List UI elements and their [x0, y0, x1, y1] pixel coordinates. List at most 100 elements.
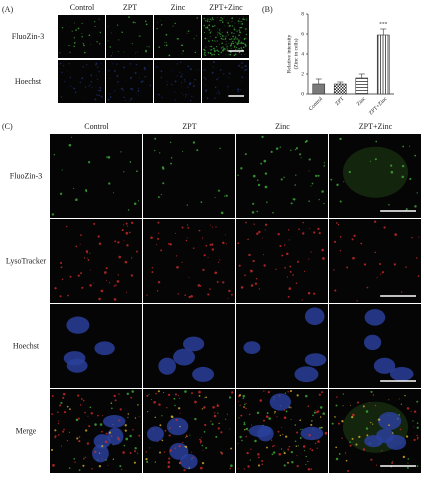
- cell-signal: [389, 367, 414, 381]
- cell-signal: [345, 459, 348, 462]
- cell-signal: [115, 284, 117, 286]
- cell-signal: [240, 80, 242, 82]
- significance: ***: [379, 21, 388, 27]
- cell-signal: [102, 415, 104, 417]
- cell-signal: [177, 407, 181, 410]
- cell-signal: [176, 63, 179, 65]
- micrograph: [236, 219, 328, 303]
- cell-signal: [98, 452, 101, 454]
- cell-signal: [219, 259, 221, 261]
- cell-signal: [204, 49, 206, 52]
- cell-signal: [217, 412, 219, 414]
- cell-signal: [98, 94, 101, 97]
- cell-signal: [179, 397, 181, 399]
- cell-signal: [114, 90, 116, 92]
- cell-signal: [349, 404, 351, 406]
- cell-signal: [157, 196, 160, 199]
- cell-signal: [319, 406, 323, 409]
- cell-signal: [84, 456, 86, 458]
- cell-signal: [205, 244, 208, 247]
- cell-signal: [294, 148, 297, 151]
- cell-signal: [66, 358, 88, 373]
- cell-signal: [220, 211, 224, 215]
- bar: [333, 83, 347, 95]
- cell-signal: [252, 174, 256, 178]
- cell-signal: [283, 464, 286, 467]
- cell-signal: [176, 37, 179, 40]
- cell-signal: [73, 45, 75, 48]
- cell-signal: [239, 31, 241, 33]
- cell-signal: [204, 84, 206, 86]
- cell-signal: [191, 451, 193, 453]
- cell-signal: [416, 465, 419, 468]
- cell-signal: [283, 450, 285, 452]
- cell-signal: [97, 414, 99, 417]
- cell-signal: [184, 390, 187, 393]
- cell-signal: [287, 461, 289, 464]
- cell-signal: [317, 227, 320, 231]
- cell-signal: [242, 397, 245, 400]
- cell-signal: [270, 150, 273, 153]
- cell-signal: [118, 39, 120, 41]
- cell-signal: [214, 50, 216, 53]
- cell-signal: [270, 439, 273, 441]
- cell-signal: [381, 450, 383, 452]
- cell-signal: [74, 461, 76, 463]
- cell-signal: [232, 25, 234, 27]
- cell-signal: [104, 273, 106, 275]
- cell-signal: [59, 52, 61, 54]
- cell-signal: [218, 92, 220, 95]
- cell-signal: [220, 33, 222, 35]
- cell-signal: [356, 300, 358, 302]
- cell-signal: [261, 460, 264, 463]
- cell-signal: [182, 441, 184, 444]
- cell-signal: [137, 89, 140, 92]
- cell-signal: [251, 211, 255, 214]
- column-header: Control: [84, 122, 109, 131]
- cell-signal: [212, 66, 215, 68]
- cell-signal: [145, 90, 147, 91]
- cell-signal: [160, 20, 161, 21]
- cell-signal: [60, 266, 63, 269]
- cell-signal: [265, 415, 269, 419]
- cell-signal: [313, 292, 316, 295]
- cell-signal: [134, 450, 136, 453]
- cell-signal: [233, 97, 235, 99]
- cell-signal: [214, 197, 216, 199]
- cell-signal: [400, 403, 402, 405]
- cell-signal: [161, 24, 163, 26]
- cell-signal: [108, 70, 110, 72]
- cell-signal: [119, 465, 122, 468]
- cell-signal: [378, 411, 402, 430]
- cell-signal: [81, 286, 84, 289]
- cell-signal: [276, 416, 278, 418]
- cell-signal: [161, 96, 163, 99]
- cell-signal: [129, 434, 132, 438]
- cell-signal: [295, 445, 298, 447]
- cell-signal: [244, 274, 246, 277]
- cell-signal: [68, 467, 71, 469]
- cell-signal: [217, 16, 218, 18]
- x-tick-label: ZPT: [334, 96, 346, 108]
- cell-signal: [236, 38, 238, 40]
- cell-signal: [124, 424, 127, 427]
- cell-signal: [315, 174, 318, 178]
- cell-signal: [205, 396, 207, 399]
- cell-signal: [141, 80, 144, 83]
- cell-signal: [77, 274, 80, 277]
- cell-signal: [222, 50, 224, 52]
- cell-signal: [318, 232, 321, 235]
- cell-signal: [223, 16, 225, 18]
- cell-signal: [283, 416, 287, 420]
- cell-signal: [339, 200, 342, 203]
- cell-signal: [173, 348, 196, 366]
- cell-signal: [176, 75, 178, 77]
- cell-signal: [225, 194, 228, 197]
- cell-signal: [192, 85, 195, 88]
- cell-signal: [116, 24, 119, 26]
- x-tick-label: Control: [308, 96, 324, 112]
- cell-signal: [250, 448, 252, 450]
- cell-signal: [153, 149, 156, 152]
- cell-signal: [321, 391, 323, 394]
- cell-signal: [274, 411, 276, 413]
